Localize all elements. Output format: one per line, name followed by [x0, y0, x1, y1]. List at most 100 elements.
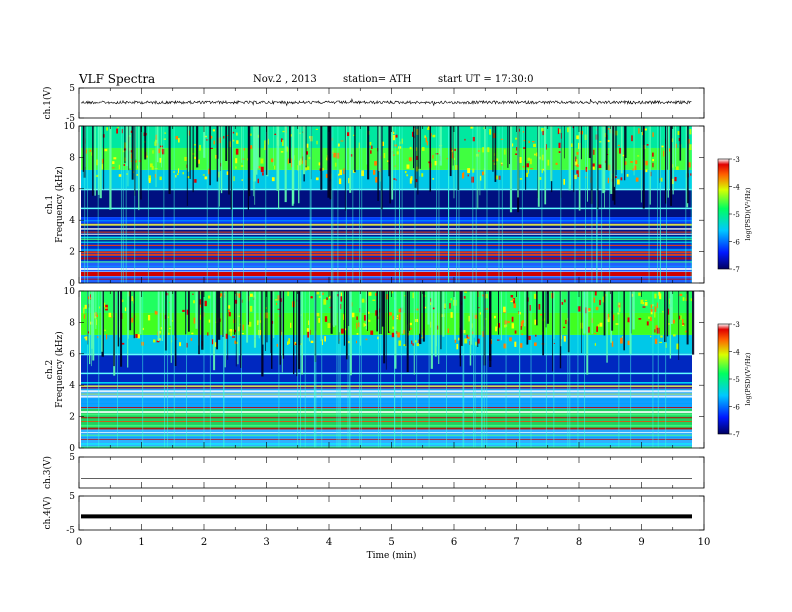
spectrum-speckle	[395, 317, 399, 320]
spectrum-speckle	[411, 131, 414, 137]
spectrum-speckle	[530, 168, 533, 170]
spectrum-sferic	[344, 126, 346, 211]
spectrum-speckle	[617, 144, 620, 147]
spectrum-speckle	[632, 168, 634, 171]
spectrum-sferic	[91, 291, 93, 349]
spectrum-sferic	[232, 126, 233, 283]
spectrum-sferic	[320, 126, 323, 190]
spectrum-speckle	[404, 170, 407, 174]
spectrum-speckle	[351, 312, 355, 318]
spectrum-tone	[81, 372, 692, 375]
spectrum-speckle	[130, 130, 133, 133]
spectrum-speckle	[513, 297, 516, 304]
spectrum-sferic	[331, 126, 333, 283]
spectrum-sferic	[129, 126, 131, 169]
spectrum-speckle	[159, 176, 162, 181]
spectrum-speckle	[515, 153, 518, 155]
spectrum-speckle	[595, 306, 599, 311]
spectrum-stripe	[81, 248, 692, 251]
spectrum-speckle	[340, 292, 343, 296]
spectrum-sferic	[632, 291, 635, 330]
spectrum-speckle	[348, 177, 350, 184]
spectrum-speckle	[682, 323, 685, 326]
spectrum-sferic	[359, 291, 361, 346]
spectrum-speckle	[274, 165, 276, 170]
spectrum-sferic	[87, 126, 89, 283]
spectrum-speckle	[638, 318, 642, 320]
spectrum-speckle	[514, 330, 517, 334]
spectrum-sferic	[473, 291, 474, 448]
spectrum-sferic	[247, 291, 249, 325]
spectrum-speckle	[654, 311, 656, 318]
spectrum-speckle	[558, 151, 561, 153]
colorbar	[717, 323, 730, 435]
spectrum-speckle	[178, 168, 180, 173]
spectrum-sferic	[670, 291, 673, 325]
x-tick-label: 6	[451, 537, 457, 548]
spectrum-speckle	[304, 166, 307, 171]
spectrum-speckle	[409, 322, 412, 326]
spectrum-speckle	[525, 172, 528, 178]
spectrum-speckle	[450, 312, 453, 318]
spectrum-speckle	[163, 138, 166, 140]
spectrum-speckle	[662, 311, 664, 313]
spectrum-speckle	[659, 293, 662, 300]
spectrum-speckle	[626, 174, 629, 177]
spectrum-speckle	[689, 144, 692, 151]
spectrum-speckle	[467, 336, 470, 339]
spectrum-speckle	[307, 166, 310, 170]
spectrum-speckle	[585, 166, 588, 172]
spectrum-speckle	[321, 339, 323, 346]
spectrum-sferic	[603, 291, 606, 336]
spectrum-speckle	[327, 323, 331, 329]
spectrum-sferic	[227, 291, 229, 360]
spectrum-speckle	[274, 133, 277, 135]
x-axis-label: Time (min)	[367, 550, 417, 561]
spectrum-speckle	[535, 152, 538, 157]
spectrum-speckle	[477, 150, 481, 152]
spectrum-speckle	[260, 166, 264, 173]
spectrum-tone	[81, 188, 692, 191]
spectrum-sferic	[584, 291, 586, 448]
spectrum-stripe	[81, 399, 692, 401]
spectrum-speckle	[654, 338, 658, 344]
spectrum-stripe	[81, 382, 692, 384]
spectrum-speckle	[235, 166, 237, 169]
spectrum-sferic	[86, 291, 88, 448]
spectrum-sferic	[134, 126, 136, 283]
spectrum-speckle	[275, 299, 278, 301]
spectrum-speckle	[333, 152, 336, 158]
spectrum-speckle	[335, 162, 337, 167]
spectrum-speckle	[489, 129, 492, 135]
spectrum-speckle	[265, 307, 267, 310]
spectrum-speckle	[375, 177, 378, 183]
spectrum-sferic	[301, 291, 304, 375]
spectrum-speckle	[316, 291, 320, 295]
spectrum-speckle	[587, 307, 591, 311]
spectrum-speckle	[467, 168, 471, 174]
spectrum-sferic	[409, 291, 410, 331]
spectrum-sferic	[291, 126, 294, 206]
spectrum-sferic	[472, 126, 474, 283]
spectrum-sferic	[394, 126, 396, 283]
spectrum-speckle	[645, 169, 648, 173]
spectrum-sferic	[672, 126, 674, 195]
spectrum-sferic	[401, 291, 404, 334]
spectrum-speckle	[504, 324, 507, 328]
spectrum-speckle	[137, 165, 139, 169]
spectrum-speckle	[690, 298, 692, 302]
spectrum-sferic	[486, 126, 488, 283]
spectrum-sferic	[367, 126, 370, 180]
spectrum-sferic	[581, 291, 582, 354]
spectrum-speckle	[340, 140, 344, 142]
spectrum-speckle	[358, 322, 360, 327]
spectrum-sferic	[117, 291, 120, 347]
spectrum-speckle	[631, 135, 633, 142]
spectrum-sferic	[536, 291, 538, 326]
station-label: station= ATH	[343, 74, 412, 85]
spectrum-sferic	[389, 126, 391, 204]
spectrum-sferic	[633, 126, 635, 176]
spectrum-speckle	[234, 329, 237, 333]
spectrum-speckle	[360, 170, 364, 177]
spectrum-speckle	[229, 329, 233, 332]
